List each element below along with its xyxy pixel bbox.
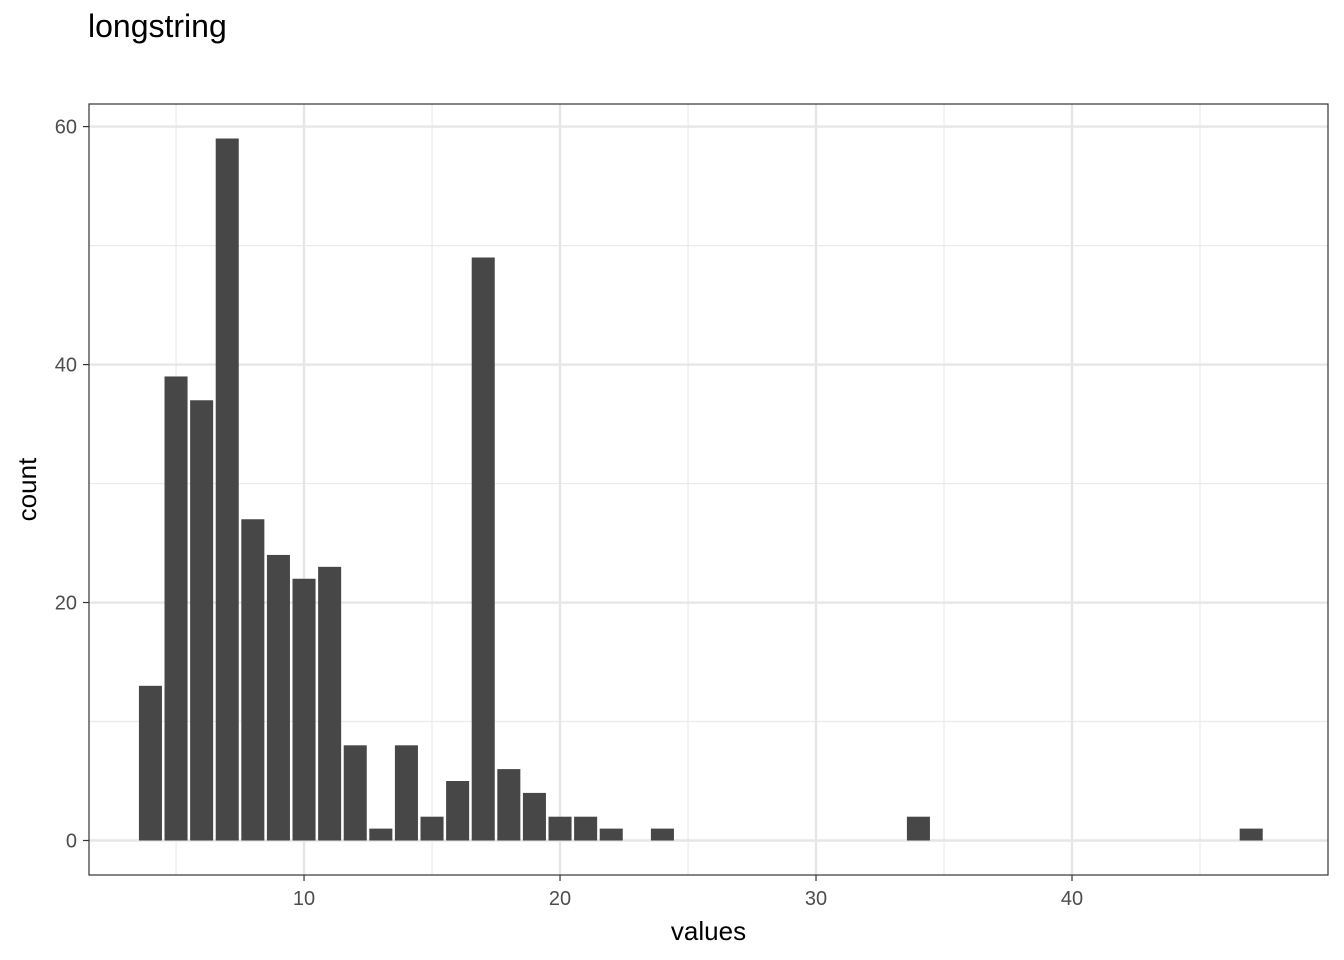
bar [446, 781, 470, 841]
x-tick-label: 30 [805, 888, 827, 910]
y-tick-label: 20 [55, 593, 77, 615]
bars [138, 138, 1263, 841]
y-axis-title: count [12, 457, 42, 521]
bar [164, 376, 188, 841]
bar [522, 792, 546, 841]
bar [1239, 828, 1263, 841]
y-axis-ticks: 0 20 40 60 [55, 117, 89, 852]
bar [343, 745, 367, 841]
bar [266, 554, 290, 841]
bar [215, 138, 239, 841]
bar [241, 519, 265, 841]
bar [318, 566, 342, 841]
bar [650, 828, 674, 841]
bar [292, 578, 316, 841]
x-axis-title: values [671, 916, 746, 946]
bar [190, 400, 214, 841]
bar [420, 816, 444, 841]
x-axis-ticks: 10 20 30 40 [293, 875, 1083, 910]
chart-title: longstring [88, 8, 227, 44]
bar [497, 769, 521, 841]
bar [599, 828, 623, 841]
y-tick-label: 60 [55, 117, 77, 139]
bar [548, 816, 572, 841]
y-tick-label: 0 [66, 830, 77, 852]
bar [471, 257, 495, 841]
bar [394, 745, 418, 841]
x-tick-label: 10 [293, 888, 315, 910]
bar [906, 816, 930, 841]
bar [369, 828, 393, 841]
x-tick-label: 20 [549, 888, 571, 910]
grid-lines [89, 104, 1328, 875]
y-tick-label: 40 [55, 355, 77, 377]
x-tick-label: 40 [1061, 888, 1083, 910]
bar [574, 816, 598, 841]
bar [138, 685, 162, 841]
panel-border [88, 103, 1329, 876]
